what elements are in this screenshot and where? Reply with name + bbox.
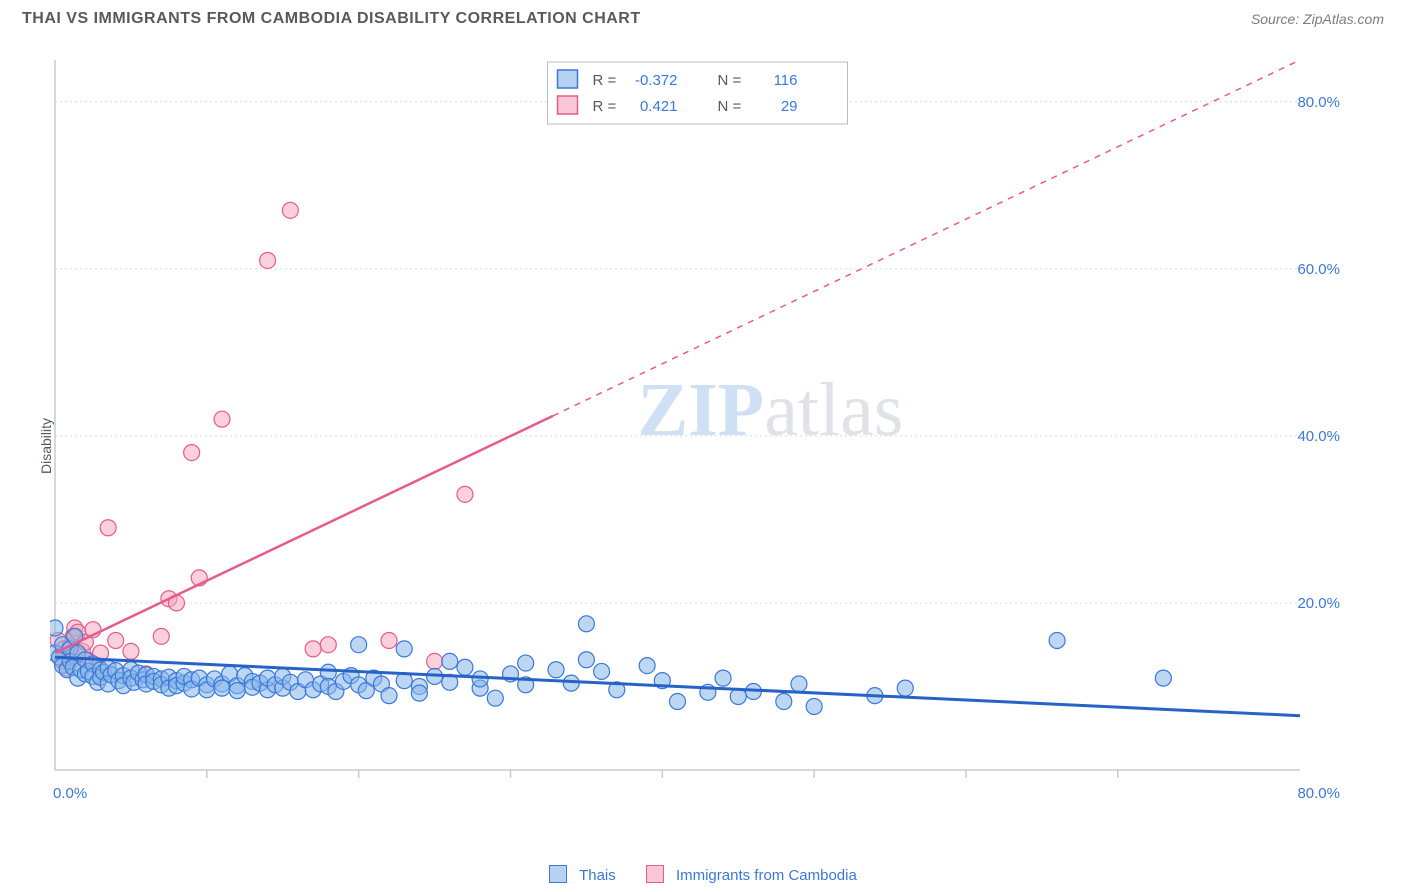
svg-text:N =: N = — [718, 98, 742, 115]
chart-area: 20.0% 40.0% 60.0% 80.0% 0.0% 80.0% ZIPatlas R =… — [50, 55, 1340, 800]
chart-title: THAI VS IMMIGRANTS FROM CAMBODIA DISABIL… — [22, 10, 641, 28]
svg-text:80.0%: 80.0% — [1297, 785, 1340, 800]
svg-text:40.0%: 40.0% — [1297, 428, 1340, 445]
legend-item-thais: Thais — [549, 865, 616, 884]
svg-text:20.0%: 20.0% — [1297, 595, 1340, 612]
legend-label: Immigrants from Cambodia — [676, 867, 857, 884]
legend-swatch-blue — [549, 865, 567, 883]
scatter-plot-svg: 20.0% 40.0% 60.0% 80.0% 0.0% 80.0% ZIPatlas R =… — [50, 55, 1340, 800]
svg-text:ZIPatlas: ZIPatlas — [638, 368, 904, 452]
svg-text:116: 116 — [774, 72, 798, 89]
svg-text:60.0%: 60.0% — [1297, 261, 1340, 278]
legend-item-cambodia: Immigrants from Cambodia — [646, 865, 857, 884]
legend-label: Thais — [579, 867, 616, 884]
svg-text:-0.372: -0.372 — [635, 72, 678, 89]
legend-bottom: Thais Immigrants from Cambodia — [0, 865, 1406, 884]
svg-text:R =: R = — [593, 72, 617, 89]
source-label: Source: ZipAtlas.com — [1251, 11, 1384, 27]
svg-text:0.421: 0.421 — [640, 98, 678, 115]
svg-text:29: 29 — [781, 98, 798, 115]
svg-text:0.0%: 0.0% — [53, 785, 87, 800]
svg-text:R =: R = — [593, 98, 617, 115]
svg-text:80.0%: 80.0% — [1297, 94, 1340, 111]
legend-swatch-pink — [646, 865, 664, 883]
svg-text:N =: N = — [718, 72, 742, 89]
